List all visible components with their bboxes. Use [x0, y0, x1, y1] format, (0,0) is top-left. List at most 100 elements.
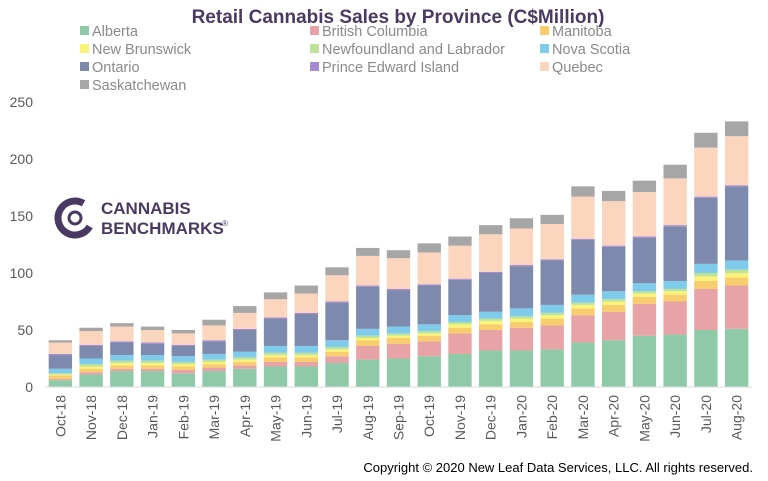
bar-segment — [540, 223, 564, 260]
bar-segment — [171, 369, 196, 374]
x-tick-label: Oct-19 — [421, 395, 437, 437]
bar-segment — [509, 266, 534, 309]
bar-segment — [263, 355, 288, 358]
bar-segment — [479, 311, 503, 319]
bar-segment — [263, 366, 288, 387]
legend-swatch — [80, 80, 89, 89]
bar-segment — [294, 285, 318, 294]
bar-segment — [601, 340, 626, 387]
y-tick-label: 0 — [25, 379, 33, 395]
bar-segment — [632, 296, 657, 304]
bar-segment — [263, 345, 288, 353]
bar-segment — [294, 314, 318, 346]
logo-text-line2: BENCHMARKS — [101, 219, 224, 238]
bar-segment — [540, 304, 564, 313]
x-tick-label: Apr-20 — [606, 395, 622, 437]
bar-segment — [724, 328, 749, 387]
bar-segment — [325, 275, 349, 302]
bar-segment — [233, 368, 257, 387]
bar-segment — [540, 214, 564, 224]
bar-segment — [509, 316, 534, 319]
bar-segment — [48, 340, 73, 343]
bar-segment — [724, 136, 749, 186]
bar-segment — [417, 331, 441, 334]
bar-segment — [417, 284, 441, 286]
bar-segment — [110, 371, 134, 387]
bar-segment — [417, 335, 441, 342]
bar-segment — [79, 372, 103, 375]
legend: Alberta British Columbia Manitoba New Bruns… — [80, 24, 631, 94]
bar-segment — [479, 324, 503, 330]
bar-segment — [386, 333, 411, 336]
x-tick-label: Mar-19 — [206, 395, 222, 440]
copyright-text: Copyright © 2020 New Leaf Data Services,… — [363, 460, 753, 475]
bar-segment — [325, 363, 349, 387]
x-tick-label: Dec-18 — [114, 395, 130, 440]
bar-segment — [325, 349, 349, 352]
bar-segment — [386, 290, 411, 327]
legend-label: British Columbia — [322, 24, 428, 40]
bar-segment — [79, 344, 103, 346]
legend-label: Ontario — [92, 60, 140, 76]
bar-segment — [571, 196, 595, 239]
bar-segment — [448, 353, 472, 387]
bar-segment — [601, 299, 626, 302]
bar-segment — [171, 373, 196, 387]
x-tick-label: May-19 — [268, 395, 284, 442]
bar-segment — [171, 330, 196, 334]
bar-segment — [694, 276, 718, 281]
bar-segment — [202, 319, 226, 326]
bar-segment — [632, 335, 657, 387]
bar-segment — [294, 312, 318, 315]
bar-segment — [479, 271, 503, 273]
bar-segment — [263, 361, 288, 367]
bar-segment — [202, 367, 226, 372]
bar-segment — [263, 352, 288, 356]
bar-segment — [632, 180, 657, 193]
bar-segment — [48, 379, 73, 381]
bar-segment — [386, 288, 411, 291]
bar-segment — [263, 299, 288, 318]
bar-segment — [233, 330, 257, 352]
legend-swatch — [310, 62, 319, 71]
bar-segment — [386, 335, 411, 338]
x-tick-label: Jul-20 — [698, 395, 714, 433]
bar-segment — [386, 337, 411, 344]
bar-segment — [325, 347, 349, 350]
bar-segment — [140, 371, 165, 387]
bar-segment — [325, 301, 349, 303]
y-tick-label: 200 — [10, 151, 34, 167]
x-tick-label: May-20 — [636, 395, 652, 442]
bar-segment — [202, 361, 226, 365]
legend-swatch — [80, 26, 89, 35]
y-tick-label: 100 — [10, 265, 34, 281]
bar-segment — [663, 294, 687, 302]
bar-segment — [448, 236, 472, 246]
x-tick-label: Nov-18 — [83, 395, 99, 440]
bar-segment — [79, 366, 103, 369]
bar-segment — [417, 324, 441, 332]
bar-segment — [325, 351, 349, 357]
bar-segment — [479, 234, 503, 272]
bar-segment — [448, 327, 472, 334]
logo-mark-icon — [54, 197, 96, 239]
bar-segment — [356, 285, 380, 287]
bar-segment — [632, 293, 657, 297]
bar-segment — [663, 225, 687, 227]
bar-segment — [386, 326, 411, 334]
bar-segment — [509, 308, 534, 317]
bar-segment — [417, 252, 441, 285]
bar-segment — [632, 236, 657, 238]
bar-segment — [140, 342, 165, 344]
x-tick-label: Feb-20 — [544, 395, 560, 440]
legend-label: Newfoundland and Labrador — [322, 42, 505, 58]
bar-segment — [356, 247, 380, 256]
bar-segment — [202, 364, 226, 368]
bar-segment — [110, 326, 134, 342]
bar-segment — [140, 363, 165, 366]
x-tick-label: Dec-19 — [483, 395, 499, 440]
bar-segment — [140, 355, 165, 361]
bar-segment — [724, 121, 749, 137]
bar-segment — [724, 273, 749, 278]
